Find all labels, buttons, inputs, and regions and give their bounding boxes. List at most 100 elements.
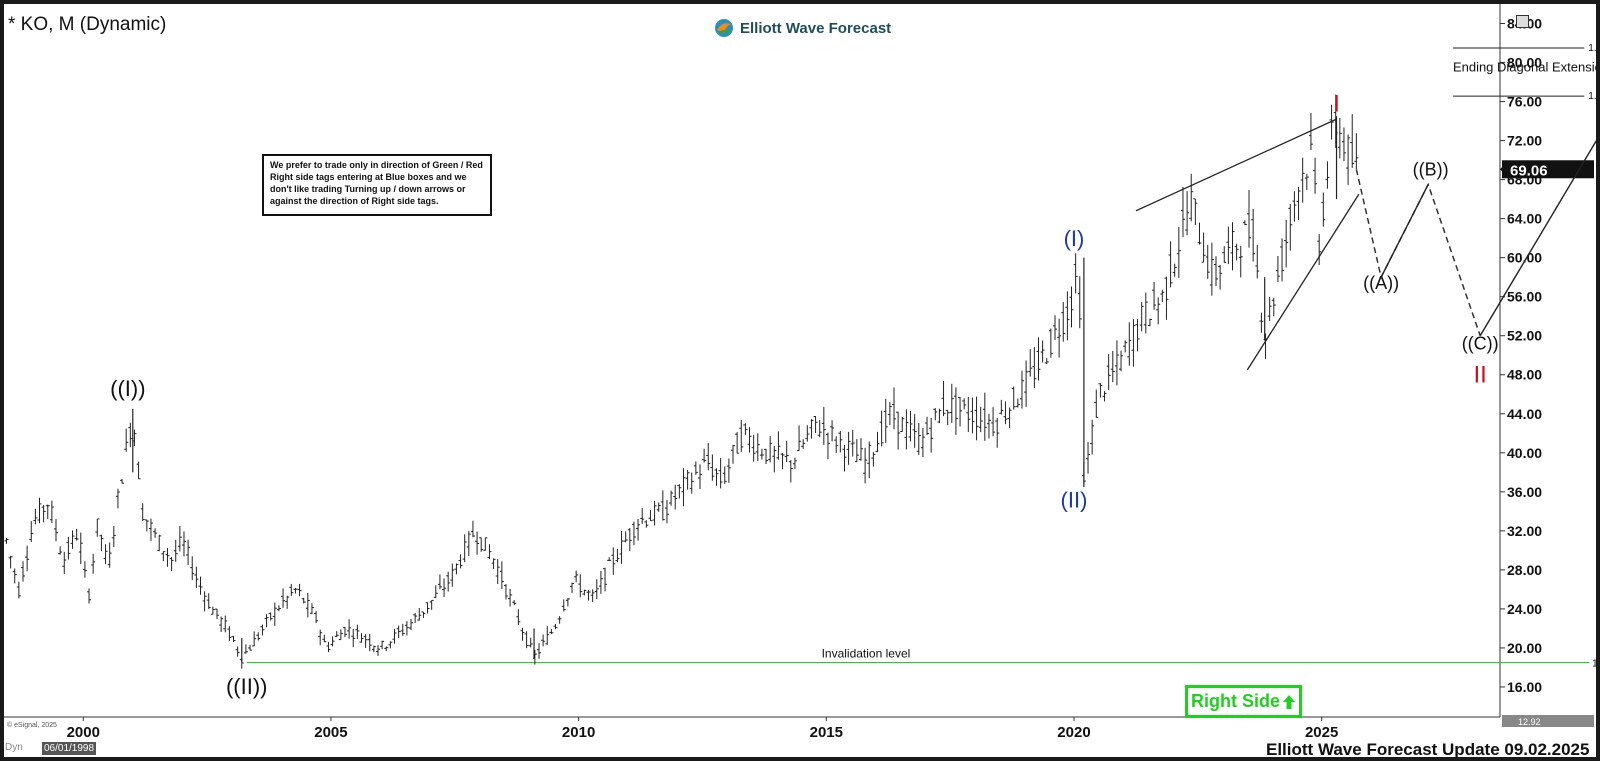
ohlc-bar [879, 410, 884, 447]
projection-up-line [1479, 139, 1596, 337]
ohlc-bar [867, 441, 872, 479]
price-tick-label: 40.00 [1507, 445, 1542, 461]
ohlc-bar [953, 387, 958, 435]
ohlc-bar [1098, 383, 1103, 398]
ohlc-bar [735, 432, 740, 454]
ohlc-bar [565, 597, 570, 607]
ohlc-bar [235, 646, 240, 657]
price-tick-label: 24.00 [1507, 601, 1542, 617]
ohlc-bar [1160, 289, 1165, 302]
ohlc-bar [1185, 191, 1190, 236]
ohlc-bar [986, 413, 991, 439]
ohlc-bar [396, 625, 401, 638]
ohlc-bar [570, 582, 575, 593]
ohlc-bar [66, 536, 71, 560]
ohlc-bar [854, 439, 859, 463]
ohlc-bar [483, 537, 488, 551]
ohlc-bar [846, 431, 851, 465]
ohlc-bar [297, 583, 302, 597]
ohlc-bar [1300, 157, 1305, 203]
ending-diagonal-label: Ending Diagonal Extension [1453, 59, 1596, 74]
ohlc-bar [1259, 312, 1264, 333]
ohlc-bar [107, 542, 112, 568]
ohlc-bar [991, 407, 996, 437]
copyright: © eSignal, 2025 [7, 722, 57, 729]
ohlc-bar [417, 607, 422, 621]
wave-label: (I) [1064, 226, 1085, 251]
ohlc-bar [1247, 189, 1252, 248]
price-tick-label: 20.00 [1507, 640, 1542, 656]
ohlc-bar [1123, 340, 1128, 353]
ohlc-bar [181, 531, 186, 557]
ohlc-bar [1222, 246, 1227, 263]
ohlc-bar [949, 383, 954, 423]
ohlc-bar [941, 380, 946, 417]
ohlc-bar [128, 422, 133, 448]
ohlc-bar [95, 518, 100, 537]
ohlc-bar [25, 545, 30, 572]
ohlc-bar [367, 633, 372, 652]
price-tick-label: 48.00 [1507, 367, 1542, 383]
ohlc-bar [1288, 204, 1293, 251]
ohlc-bar [1019, 370, 1024, 409]
ohlc-bar [603, 567, 608, 592]
ohlc-bar [920, 428, 925, 458]
ohlc-bar [314, 611, 319, 624]
ohlc-bar [309, 603, 314, 615]
dyn-label: Dyn [5, 742, 23, 753]
ohlc-bar [1234, 243, 1239, 261]
ohlc-bar [710, 454, 715, 481]
ohlc-bar [1069, 286, 1074, 328]
restore-window-icon[interactable] [1516, 15, 1529, 28]
ohlc-bar [1354, 133, 1359, 170]
ohlc-bar [937, 408, 942, 424]
ohlc-bar [29, 521, 34, 543]
ohlc-bar [256, 632, 261, 641]
ohlc-bar [495, 559, 500, 585]
ohlc-bar [739, 420, 744, 452]
ohlc-bar [371, 645, 376, 653]
ohlc-bar [1168, 241, 1173, 288]
ohlc-bar [33, 508, 38, 525]
ohlc-bar [697, 464, 702, 490]
ohlc-bar [1350, 114, 1355, 168]
ohlc-bar [858, 438, 863, 461]
symbol-title: * KO, M (Dynamic) [8, 14, 167, 35]
right-side-tag: Right Side [1185, 685, 1302, 718]
ohlc-bar [227, 626, 232, 642]
ohlc-bar [115, 488, 120, 509]
ohlc-bar [136, 461, 141, 480]
ohlc-bar [1156, 297, 1161, 325]
ohlc-bar [1052, 315, 1057, 341]
ohlc-bar [404, 621, 409, 636]
ohlc-bar [528, 637, 533, 648]
ohlc-bar [1073, 253, 1078, 294]
ohlc-bar [830, 420, 835, 442]
ohlc-bar [37, 497, 42, 524]
ohlc-bar [644, 520, 649, 528]
ohlc-bar [124, 428, 129, 452]
ohlc-bar [966, 396, 971, 433]
ohlc-bar [772, 446, 777, 473]
ohlc-bar [173, 539, 178, 562]
ohlc-bar [1317, 234, 1322, 266]
price-chart[interactable]: 84.0080.0076.0072.0068.0064.0060.0056.00… [4, 4, 1596, 757]
ohlc-bar [1015, 398, 1020, 408]
ohlc-bar [825, 432, 830, 460]
ohlc-bar [582, 589, 587, 596]
footer-title: Elliott Wave Forecast Update 09.02.2025 [1266, 740, 1590, 757]
ohlc-bar [91, 553, 96, 574]
ohlc-bar [607, 557, 612, 562]
ohlc-bar [1077, 276, 1082, 329]
ohlc-bar [215, 608, 220, 619]
ohlc-bar [355, 624, 360, 639]
ohlc-bar [144, 519, 149, 532]
wave-label: ((B)) [1413, 160, 1449, 180]
ohlc-bar [801, 439, 806, 449]
ohlc-bar [916, 423, 921, 455]
ohlc-bar [293, 587, 298, 594]
price-tick-label: 56.00 [1507, 289, 1542, 305]
time-tick-label: 2015 [810, 724, 843, 741]
ohlc-bar [281, 588, 286, 608]
ohlc-bar [598, 570, 603, 594]
